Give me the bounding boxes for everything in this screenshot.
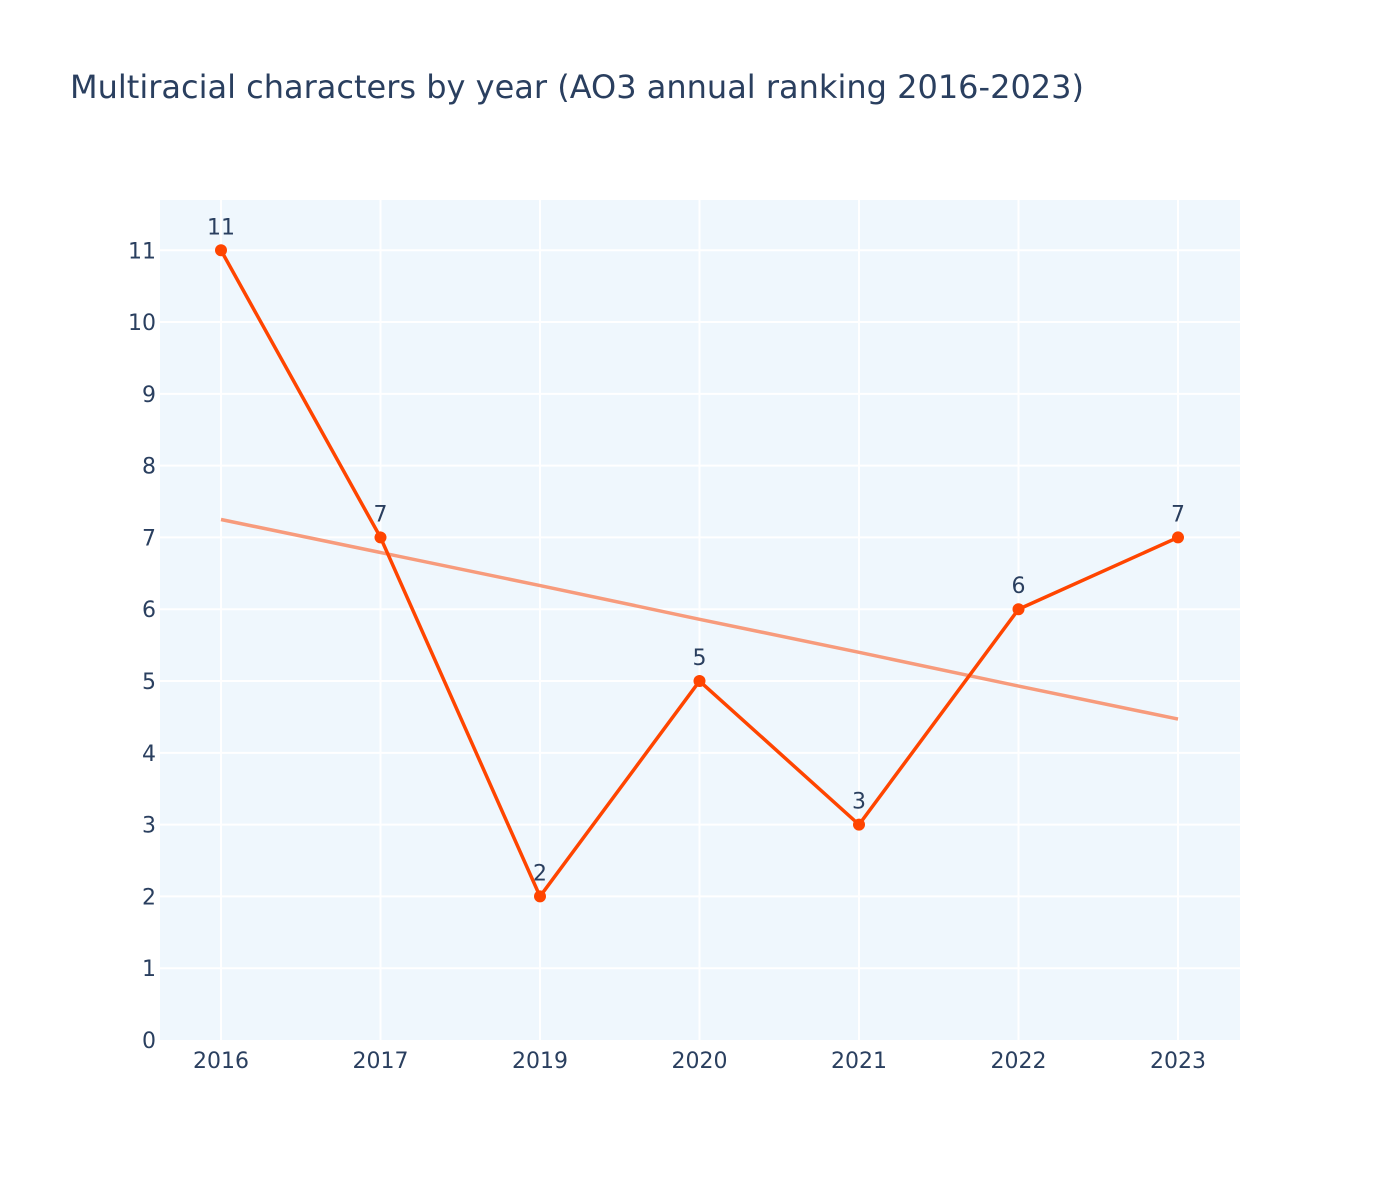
data-point	[1012, 603, 1025, 616]
y-tick-label: 6	[142, 598, 156, 623]
y-tick-label: 3	[142, 814, 156, 839]
y-tick-label: 1	[142, 957, 156, 982]
y-tick-label: 11	[128, 239, 156, 264]
y-axis: 0 1 2 3 4 5 6 7 8 9 10 11	[128, 239, 156, 1054]
x-tick-label: 2021	[831, 1049, 887, 1074]
y-tick-label: 8	[142, 455, 156, 480]
x-tick-label: 2022	[991, 1049, 1047, 1074]
y-tick-label: 10	[128, 311, 156, 336]
y-tick-label: 2	[142, 885, 156, 910]
data-label: 3	[852, 790, 866, 815]
chart-title: Multiracial characters by year (AO3 annu…	[70, 68, 1084, 106]
data-label: 7	[1171, 502, 1185, 527]
x-axis: 2016 2017 2019 2020 2021 2022 2023	[193, 1049, 1206, 1074]
data-label: 2	[533, 861, 547, 886]
data-point	[693, 675, 706, 688]
data-label: 6	[1012, 574, 1026, 599]
y-tick-label: 0	[142, 1029, 156, 1054]
series-layer	[215, 244, 1184, 903]
data-point	[215, 244, 227, 257]
data-point	[374, 531, 387, 544]
x-tick-label: 2017	[353, 1049, 409, 1074]
data-label: 5	[693, 646, 707, 671]
x-tick-label: 2023	[1150, 1049, 1206, 1074]
grid-lines	[160, 200, 1240, 1040]
data-label: 7	[374, 502, 388, 527]
x-tick-label: 2016	[193, 1049, 249, 1074]
x-tick-label: 2019	[512, 1049, 568, 1074]
data-label: 11	[207, 215, 235, 240]
y-tick-label: 5	[142, 670, 156, 695]
x-tick-label: 2020	[672, 1049, 728, 1074]
data-point	[534, 890, 546, 903]
y-tick-label: 4	[142, 742, 156, 767]
data-labels: 11 7 2 5 3 6 7	[207, 215, 1185, 886]
data-point	[853, 818, 865, 831]
y-tick-label: 9	[142, 383, 156, 408]
data-point	[1172, 531, 1184, 544]
y-tick-label: 7	[142, 526, 156, 551]
trendline	[220, 517, 1179, 721]
